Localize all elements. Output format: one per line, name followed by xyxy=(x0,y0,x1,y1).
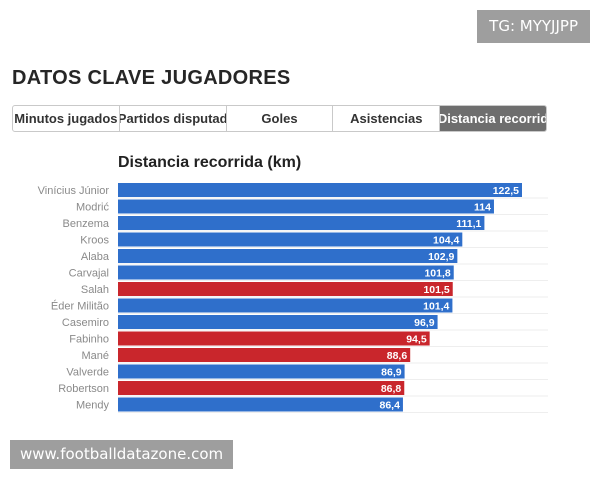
category-label: Fabinho xyxy=(69,334,109,346)
category-label: Modrić xyxy=(76,202,110,214)
bar xyxy=(118,216,485,230)
value-label: 101,5 xyxy=(423,284,449,296)
value-label: 101,4 xyxy=(423,301,449,313)
bar xyxy=(118,199,494,214)
bar xyxy=(118,331,430,346)
category-label: Mendy xyxy=(76,400,110,412)
bar xyxy=(118,249,458,263)
bar xyxy=(118,381,405,395)
bar xyxy=(118,265,454,280)
category-label: Casemiro xyxy=(62,317,109,329)
chart-title: Distancia recorrida (km) xyxy=(118,154,302,171)
bar xyxy=(118,348,411,362)
value-label: 86,9 xyxy=(381,367,402,379)
bar xyxy=(118,232,463,247)
category-label: Mané xyxy=(81,350,109,362)
bar xyxy=(118,183,522,197)
value-label: 114 xyxy=(474,202,491,214)
value-label: 86,4 xyxy=(380,400,401,412)
value-label: 104,4 xyxy=(433,235,459,247)
bar xyxy=(118,364,405,379)
stat-tabs: Minutos jugados Partidos disputad Goles … xyxy=(12,105,547,132)
category-label: Alaba xyxy=(81,251,110,263)
tab-distancia-recorrida[interactable]: Distancia recorrid xyxy=(440,106,546,131)
category-label: Carvajal xyxy=(69,268,109,280)
value-label: 102,9 xyxy=(428,251,454,263)
category-label: Benzema xyxy=(63,218,110,230)
category-label: Salah xyxy=(81,284,109,296)
category-label: Kroos xyxy=(80,235,109,247)
value-label: 94,5 xyxy=(406,334,427,346)
tab-goles[interactable]: Goles xyxy=(227,106,334,131)
bar xyxy=(118,397,403,412)
tab-minutos-jugados[interactable]: Minutos jugados xyxy=(13,106,120,131)
telegram-watermark: TG: MYYJJPP xyxy=(477,10,590,43)
tab-partidos-disputados[interactable]: Partidos disputad xyxy=(120,106,227,131)
category-label: Éder Militão xyxy=(51,300,109,313)
value-label: 111,1 xyxy=(456,218,481,230)
tab-asistencias[interactable]: Asistencias xyxy=(333,106,441,131)
value-label: 96,9 xyxy=(414,317,435,329)
value-label: 122,5 xyxy=(493,185,519,197)
value-label: 86,8 xyxy=(381,383,402,395)
bar xyxy=(118,315,438,329)
page-title: DATOS CLAVE JUGADORES xyxy=(12,67,291,89)
source-watermark: www.footballdatazone.com xyxy=(10,440,234,470)
value-label: 101,8 xyxy=(424,268,450,280)
bar xyxy=(118,298,453,313)
category-label: Vinícius Júnior xyxy=(38,185,110,197)
category-label: Robertson xyxy=(58,383,109,395)
bar xyxy=(118,282,453,296)
category-label: Valverde xyxy=(66,367,109,379)
value-label: 88,6 xyxy=(387,350,408,362)
